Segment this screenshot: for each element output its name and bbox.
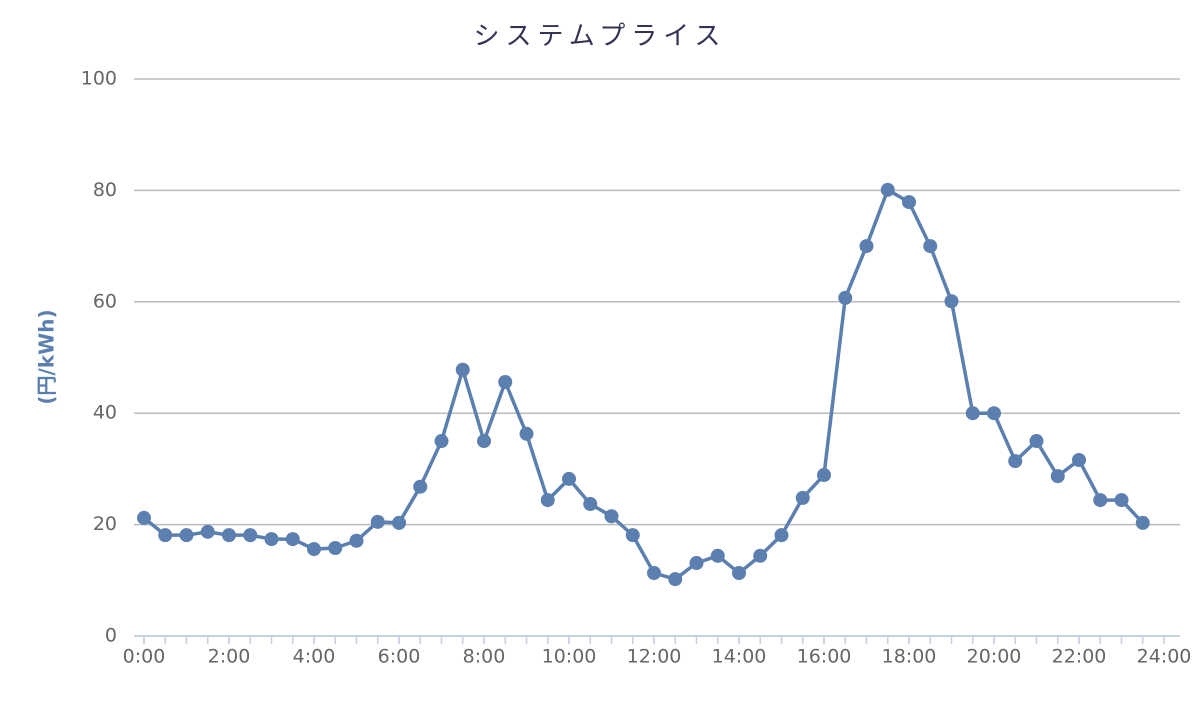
- point: [243, 528, 258, 543]
- point: [264, 532, 279, 547]
- point: [1114, 493, 1129, 508]
- point: [1029, 434, 1044, 449]
- x-tick-label: 8:00: [463, 646, 506, 668]
- point: [540, 493, 555, 508]
- point: [859, 239, 874, 254]
- point: [498, 375, 513, 390]
- point: [1135, 515, 1150, 530]
- x-tick-label: 20:00: [967, 646, 1022, 668]
- point: [1050, 469, 1065, 484]
- x-tick-label: 18:00: [882, 646, 937, 668]
- point: [965, 406, 980, 421]
- point: [838, 290, 853, 305]
- x-tick-label: 12:00: [627, 646, 682, 668]
- y-tick-label: 20: [93, 513, 117, 535]
- point: [179, 528, 194, 543]
- point: [647, 566, 661, 581]
- point: [434, 434, 449, 449]
- point: [392, 515, 406, 530]
- y-axis-label: (円/kWh): [35, 309, 59, 404]
- point: [562, 471, 576, 486]
- x-tick-label: 2:00: [208, 646, 251, 668]
- x-tick-label: 10:00: [542, 646, 597, 668]
- point: [604, 509, 619, 524]
- point: [413, 479, 428, 494]
- point: [349, 533, 364, 548]
- x-tick-label: 22:00: [1052, 646, 1107, 668]
- point: [137, 510, 151, 525]
- y-tick-label: 100: [81, 68, 117, 90]
- y-tick-label: 40: [93, 402, 117, 424]
- point: [668, 572, 683, 587]
- point: [689, 556, 704, 571]
- point: [1093, 493, 1108, 508]
- point: [774, 528, 789, 543]
- point: [987, 406, 1001, 421]
- x-tick-label: 14:00: [712, 646, 767, 668]
- point: [583, 496, 598, 511]
- point: [880, 182, 895, 197]
- point: [944, 294, 959, 309]
- line: [142, 188, 1145, 581]
- point: [328, 540, 343, 555]
- x-tick-label: 16:00: [797, 646, 852, 668]
- point: [902, 195, 916, 210]
- y-tick-label: 80: [93, 179, 117, 201]
- point: [625, 528, 640, 543]
- x-tick-label: 24:00: [1137, 646, 1192, 668]
- point: [795, 490, 810, 505]
- point: [817, 468, 831, 483]
- point: [753, 548, 768, 563]
- point: [158, 528, 173, 543]
- point: [1008, 454, 1023, 469]
- y-tick-label: 0: [105, 625, 117, 647]
- point: [285, 532, 300, 547]
- point: [1072, 452, 1086, 467]
- point: [732, 566, 746, 581]
- x-tick-label: 0:00: [123, 646, 166, 668]
- point: [477, 434, 491, 449]
- y-tick-label: 60: [93, 290, 117, 312]
- point: [222, 528, 236, 543]
- point: [370, 514, 385, 529]
- point: [200, 524, 215, 539]
- point: [455, 362, 470, 377]
- point: [307, 542, 321, 557]
- point: [923, 239, 938, 254]
- x-tick-label: 6:00: [378, 646, 421, 668]
- x-tick-label: 4:00: [293, 646, 336, 668]
- point: [710, 548, 725, 563]
- chart-title: システムプライス: [474, 22, 727, 52]
- point: [519, 426, 534, 441]
